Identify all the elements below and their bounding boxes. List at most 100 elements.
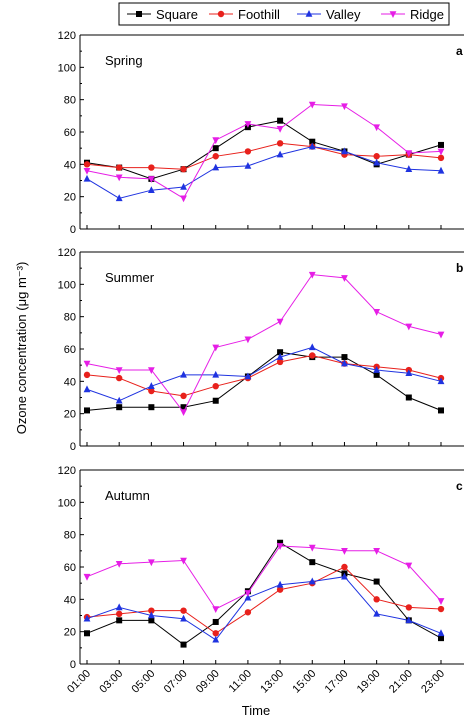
data-point-square (309, 559, 316, 566)
data-point-valley (308, 577, 316, 585)
data-point-valley (83, 385, 91, 393)
y-tick-label: 120 (58, 30, 76, 42)
x-tick-label: 23:00 (419, 668, 447, 696)
data-point-foothill (405, 604, 413, 611)
data-point-foothill (148, 607, 155, 614)
data-point-valley (212, 370, 220, 378)
data-point-ridge (341, 548, 348, 555)
data-point-ridge (276, 543, 284, 550)
data-point-foothill (115, 610, 123, 618)
panel-autumn: 0 20 40 60 80 100 120 Autumn c 01:00 03:00 05:00 07:… (58, 465, 464, 696)
legend-marker-square (136, 11, 142, 17)
data-point-square (84, 407, 90, 414)
y-tick-label: 40 (64, 159, 76, 171)
panel-summer: 0 20 40 60 80 100 120 Summer b (58, 247, 464, 453)
y-tick-label: 0 (70, 659, 76, 671)
data-point-ridge (115, 560, 123, 568)
data-point-foothill (148, 164, 155, 171)
data-point-ridge (341, 275, 348, 282)
data-point-valley (308, 343, 316, 351)
data-point-ridge (83, 168, 91, 175)
legend-box (118, 2, 450, 26)
x-tick-label: 19:00 (355, 668, 383, 696)
season-label: Spring (105, 53, 143, 68)
data-point-valley (437, 377, 445, 385)
x-tick-label: 05:00 (130, 668, 158, 696)
legend-marker-valley (305, 10, 313, 17)
data-point-square (438, 635, 444, 642)
x-tick-label: 07:00 (162, 668, 190, 696)
data-point-foothill (276, 140, 284, 147)
data-point-square (116, 617, 123, 624)
data-point-ridge (115, 367, 123, 375)
series-line-valley (86, 576, 442, 641)
data-point-ridge (244, 121, 252, 128)
y-tick-label: 60 (64, 344, 76, 356)
data-point-ridge (405, 323, 413, 331)
y-tick-label: 100 (58, 279, 76, 291)
x-tick-label: 13:00 (258, 668, 286, 696)
data-point-ridge (180, 195, 187, 203)
data-point-foothill (309, 352, 316, 359)
data-point-square (84, 630, 90, 637)
data-point-valley (147, 611, 155, 619)
legend-label-valley: Valley (326, 7, 361, 22)
data-point-foothill (341, 563, 348, 571)
data-point-ridge (83, 360, 91, 368)
data-point-valley (373, 158, 381, 166)
data-point-ridge (405, 562, 413, 570)
series-line-foothill (86, 566, 442, 634)
legend-label-foothill: Foothill (238, 7, 280, 22)
data-point-valley (437, 166, 445, 174)
data-point-ridge (276, 125, 284, 133)
data-point-square (309, 138, 316, 145)
data-point-valley (405, 616, 413, 624)
data-point-ridge (373, 124, 381, 132)
data-point-ridge (147, 176, 155, 183)
y-tick-label: 120 (58, 465, 76, 477)
y-tick-label: 80 (64, 530, 76, 542)
season-label: Summer (105, 270, 155, 285)
data-point-ridge (212, 344, 220, 352)
data-point-foothill (276, 358, 284, 366)
x-tick-label: 17:00 (323, 668, 351, 696)
data-point-foothill (212, 153, 219, 160)
y-tick-label: 80 (64, 95, 76, 107)
data-point-ridge (437, 148, 445, 156)
y-tick-label: 80 (64, 312, 76, 324)
y-tick-label: 60 (64, 127, 76, 139)
data-point-ridge (308, 544, 316, 552)
data-point-valley (276, 353, 284, 360)
data-point-valley (437, 629, 445, 637)
data-point-valley (212, 635, 220, 643)
y-axis-title: Ozone concentration (μg m⁻³) (14, 262, 29, 435)
data-point-ridge (212, 606, 220, 614)
x-tick-label: 09:00 (194, 668, 222, 696)
panel-letter: c (456, 479, 463, 493)
series-line-square (86, 120, 442, 180)
data-point-square (277, 539, 284, 546)
data-point-valley (405, 165, 413, 172)
data-point-foothill (244, 609, 252, 616)
data-point-square (148, 617, 155, 624)
x-tick-label: 11:00 (227, 668, 254, 695)
data-point-valley (373, 366, 381, 373)
data-point-valley (147, 382, 155, 389)
y-tick-label: 40 (64, 594, 76, 606)
y-tick-label: 20 (64, 627, 76, 639)
data-point-valley (373, 609, 381, 617)
season-label: Autumn (105, 488, 150, 503)
data-point-valley (341, 147, 348, 155)
data-point-valley (276, 150, 284, 158)
series-line-valley (86, 346, 442, 402)
x-axis-title: Time (242, 703, 270, 718)
data-point-ridge (373, 548, 381, 555)
data-point-foothill (212, 630, 219, 637)
data-point-foothill (180, 392, 187, 400)
data-point-square (373, 371, 380, 378)
data-point-ridge (373, 309, 381, 316)
data-point-foothill (276, 586, 284, 593)
data-point-foothill (373, 153, 380, 160)
data-point-foothill (373, 596, 380, 603)
